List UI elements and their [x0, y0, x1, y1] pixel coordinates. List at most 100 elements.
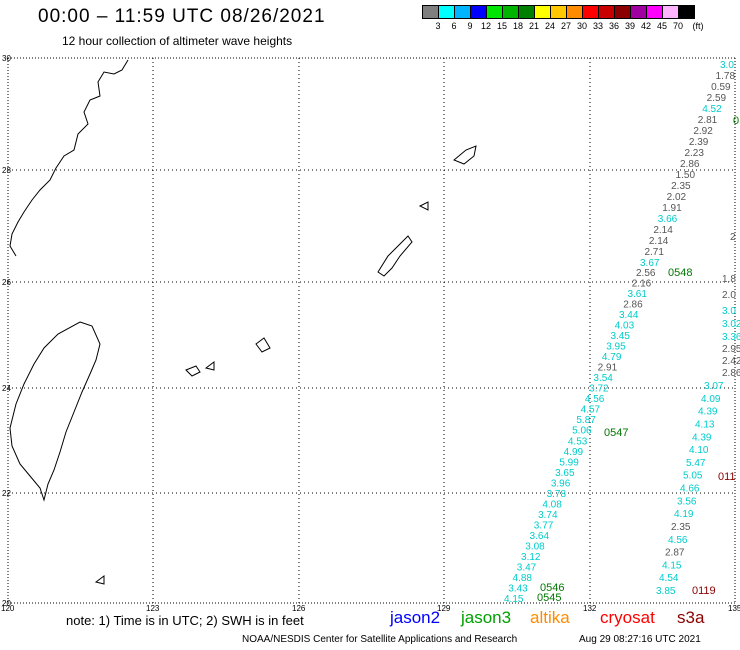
page-title: 00:00 – 11:59 UTC 08/26/2021 [38, 6, 326, 27]
longitude-label: 135 [728, 604, 740, 613]
color-scale-bar [422, 5, 695, 19]
latitude-label: 26 [2, 278, 11, 287]
ishigaki-island [185, 365, 201, 377]
okinawa-island [377, 235, 413, 277]
wave-height-value: 3.72 [589, 384, 609, 395]
wave-height-value: 2.56 [636, 268, 656, 279]
wave-height-value: 4.79 [602, 352, 622, 363]
wave-height-value: 3.74 [538, 510, 558, 521]
wave-height-value: 4.56 [668, 535, 688, 546]
wave-height-value: 2 [730, 232, 736, 243]
pass-time-label: 0 [733, 115, 739, 127]
color-scale-tick-label: 39 [624, 21, 636, 31]
wave-height-value: 4.56 [585, 394, 605, 405]
longitude-label: 132 [583, 604, 597, 613]
pass-time-label: 0546 [540, 582, 564, 594]
latitude-label: 20 [2, 599, 11, 608]
wave-height-value: 2.42 [722, 356, 740, 367]
wave-height-value: 2.95 [722, 344, 740, 355]
legend-item-jason2: jason2 [390, 608, 441, 627]
wave-height-value: 2.92 [693, 126, 713, 137]
legend-item-altika: altika [530, 608, 570, 627]
wave-height-value: 3.67 [640, 258, 660, 269]
wave-height-value: 2.35 [671, 181, 691, 192]
wave-height-value: 1.78 [716, 71, 736, 82]
wave-height-value: 3.0 [722, 306, 736, 317]
wave-height-value: 5.87 [576, 415, 596, 426]
wave-height-value: 4.10 [689, 445, 709, 456]
latitude-label: 28 [2, 166, 11, 175]
wave-height-value: 2.14 [649, 236, 669, 247]
color-scale-tick-label: 70 [672, 21, 684, 31]
latitude-label: 22 [2, 489, 11, 498]
wave-height-value: 3.02 [722, 319, 740, 330]
wave-height-value: 3.44 [619, 310, 639, 321]
wave-height-value: 2.23 [684, 148, 704, 159]
wave-height-value: 3.47 [517, 562, 537, 573]
wave-height-value: 3.78 [547, 489, 567, 500]
wave-height-value: 4.13 [695, 419, 715, 430]
wave-height-value: 3.0 [720, 60, 734, 71]
wave-height-value: 3.65 [555, 468, 575, 479]
wave-height-value: 2.86 [680, 159, 700, 170]
wave-height-value: 2.0 [722, 290, 736, 301]
wave-height-value: 4.57 [581, 405, 601, 416]
wave-height-value: 3.07 [704, 381, 724, 392]
latitude-label: 30 [2, 54, 11, 63]
wave-height-value: 5.06 [572, 426, 592, 437]
color-scale-tick-label: 27 [560, 21, 572, 31]
wave-height-value: 4.39 [698, 407, 718, 418]
pass-time-label: 0547 [604, 427, 628, 439]
wave-height-value: 2.87 [665, 548, 685, 559]
coastline [9, 59, 477, 585]
units-note: note: 1) Time is in UTC; 2) SWH is in fe… [66, 613, 304, 628]
wave-height-value: 1.91 [662, 203, 682, 214]
wave-height-value: 2.39 [689, 137, 709, 148]
wave-height-value: 2.86 [623, 300, 643, 311]
wave-height-value: 3.64 [530, 531, 550, 542]
wave-height-value: 4.88 [513, 573, 533, 584]
pass-time-label: 0119 [692, 585, 716, 597]
latitude-label: 24 [2, 384, 11, 393]
wave-height-value: 3.61 [627, 289, 647, 300]
longitude-label: 129 [437, 604, 451, 613]
wave-height-value: 3.08 [525, 541, 545, 552]
wave-height-value: 2.14 [653, 225, 673, 236]
wave-height-value: 4.08 [542, 499, 562, 510]
page-subtitle: 12 hour collection of altimeter wave hei… [62, 34, 293, 48]
longitude-label: 120 [1, 604, 15, 613]
color-scale-tick-label: 18 [512, 21, 524, 31]
miyako-island [255, 337, 271, 353]
color-scale-tick-label: 3 [435, 21, 441, 31]
wave-height-value: 3.56 [677, 496, 697, 507]
wave-height-value: 1.50 [676, 170, 696, 181]
wave-height-value: 5.47 [686, 458, 706, 469]
wave-height-value: 2.91 [598, 363, 618, 374]
wave-height-value: 4.39 [692, 432, 712, 443]
color-scale-tick-label: 42 [640, 21, 652, 31]
timestamp-text: Aug 29 08:27:16 UTC 2021 [579, 634, 701, 645]
china-coastline [9, 59, 129, 257]
wave-height-value: 4.15 [504, 594, 524, 605]
pass-time-label: 0548 [668, 267, 692, 279]
wave-height-value: 3.36 [722, 332, 740, 343]
wave-height-value: 4.03 [615, 321, 635, 332]
color-scale-tick-label: 21 [528, 21, 540, 31]
pass-time-label: 011 [718, 471, 736, 483]
wave-height-value: 2.16 [632, 279, 652, 290]
wave-height-value: 3.12 [521, 552, 541, 563]
longitude-label: 126 [292, 604, 306, 613]
color-scale-swatch [678, 5, 695, 19]
altimeter-tracks: 2.562.163.612.863.444.033.453.954.792.91… [504, 60, 740, 605]
wave-height-value: 4.54 [659, 573, 679, 584]
wave-height-value: 3.85 [656, 586, 676, 597]
wave-height-value: 5.05 [683, 471, 703, 482]
wave-height-value: 3.54 [593, 373, 613, 384]
wave-height-value: 2.86 [722, 368, 740, 379]
wave-height-value: 4.09 [701, 394, 721, 405]
color-scale-tick-label: (ft) [692, 21, 704, 31]
color-scale-tick-label: 12 [480, 21, 492, 31]
tokunoshima-island [418, 201, 429, 211]
